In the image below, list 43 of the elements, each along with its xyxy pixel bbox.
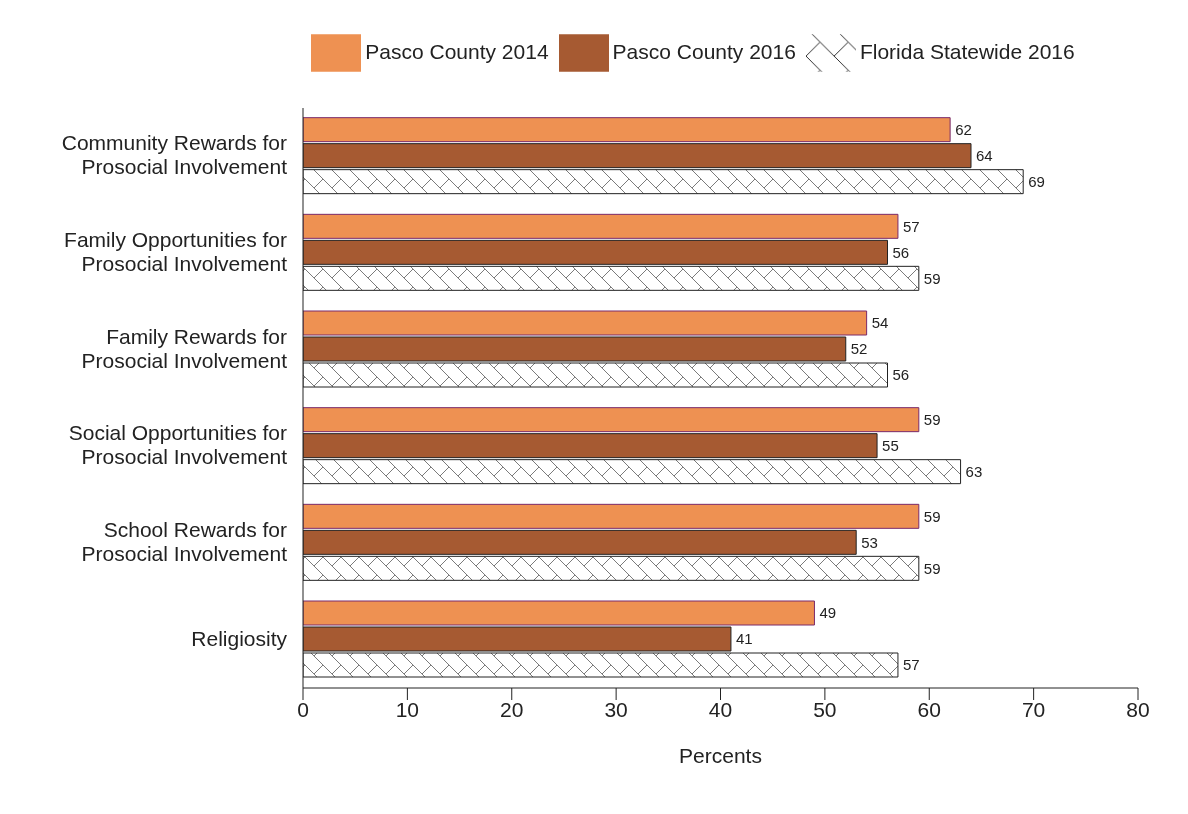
data-label: 54 [871,314,889,332]
data-label: 55 [882,436,899,454]
data-label: 63 [965,462,983,480]
bar [303,213,899,239]
data-label: 64 [976,146,993,164]
data-label: 57 [902,656,920,674]
y-tick-label: Religiosity [191,626,288,650]
y-tick-label: Family Rewards for Prosocial Involvement [81,324,288,372]
x-tick-label: 70 [1021,697,1046,721]
x-tick-label: 10 [395,697,420,721]
y-tick-label: School Rewards for Prosocial Involvement [81,517,288,565]
data-label: 49 [819,604,837,622]
bar [303,503,920,529]
y-tick-label: Social Opportunities for Prosocial Involvement [68,420,288,468]
legend-label: Pasco County 2014 [365,39,549,63]
legend-label: Pasco County 2016 [612,39,796,63]
y-tick-label: Community Rewards for Prosocial Involvement [61,130,288,178]
data-label: 52 [850,340,868,358]
x-axis-title: Percents [679,743,762,767]
y-tick-label: Family Opportunities for Prosocial Involvement [64,227,288,275]
x-tick-label: 30 [604,697,628,721]
data-label: 56 [892,243,910,261]
bar [303,407,920,433]
x-tick-label: 40 [708,697,733,721]
data-label: 59 [923,269,941,287]
data-label: 59 [923,507,941,525]
x-tick-label: 20 [500,697,524,721]
data-label: 59 [923,559,941,577]
x-tick-label: 60 [917,697,941,721]
data-label: 62 [955,120,972,138]
bar [303,117,951,143]
data-label: 69 [1028,172,1045,190]
data-label: 53 [861,533,878,551]
bar [303,600,815,626]
x-tick-label: 0 [297,697,309,721]
data-label: 57 [902,217,920,235]
x-tick-label: 50 [813,697,837,721]
data-label: 56 [892,366,910,384]
x-tick-label: 80 [1126,697,1150,721]
data-label: 41 [735,630,753,648]
data-label: 59 [923,410,941,428]
legend-label: Florida Statewide 2016 [859,39,1075,63]
bar [303,310,868,336]
